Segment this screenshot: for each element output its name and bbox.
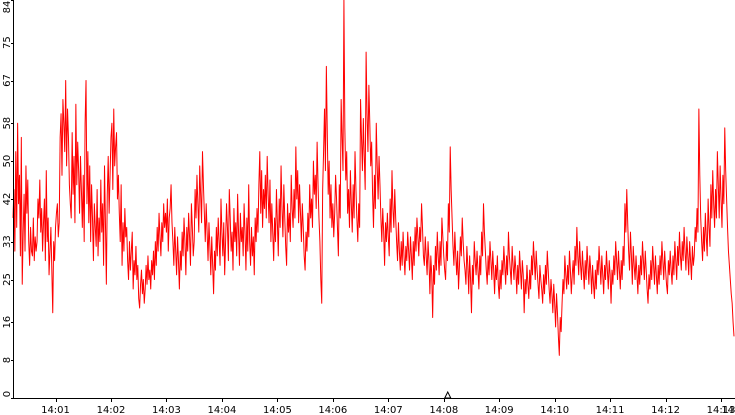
y-tick-label: 58 [2,117,13,130]
x-tick-label: 14:10 [540,405,569,415]
x-tick-label: 14:07 [374,405,403,415]
y-tick-label: 0 [2,391,13,397]
y-tick-label: 75 [2,36,13,49]
y-tick-label: 67 [2,74,13,87]
y-axis: 0 8 16 25 33 42 50 58 67 75 84 [2,0,14,399]
series-line [12,0,735,356]
y-tick-label: 50 [2,155,13,168]
x-tick-label: 14:03 [152,405,181,415]
plot-area [12,0,735,356]
y-tick-label: 42 [2,193,13,206]
x-tick-label: 14:12 [651,405,680,415]
y-tick-label: 84 [2,1,13,14]
y-tick-label: 16 [2,316,13,329]
x-tick-label: 14:04 [207,405,236,415]
x-axis-cursor-marker [443,390,452,399]
y-tick-label: 8 [2,357,13,363]
x-tick-label: 14 [721,405,734,415]
x-axis: 14:01 14:02 14:03 14:04 14:05 14:06 14:07 14:08… [13,390,735,415]
x-tick-label: 14:01 [41,405,70,415]
x-tick-label: 14:08 [429,405,458,415]
x-tick-label: 14:05 [263,405,292,415]
x-tick-label: 14:11 [596,405,625,415]
x-tick-label: 14:13 [707,405,735,415]
x-tick-label: 14:06 [318,405,347,415]
x-tick-label: 14:09 [485,405,514,415]
x-tick-label: 14:02 [97,405,126,415]
y-tick-label: 25 [2,273,13,286]
y-tick-label: 33 [2,235,13,248]
